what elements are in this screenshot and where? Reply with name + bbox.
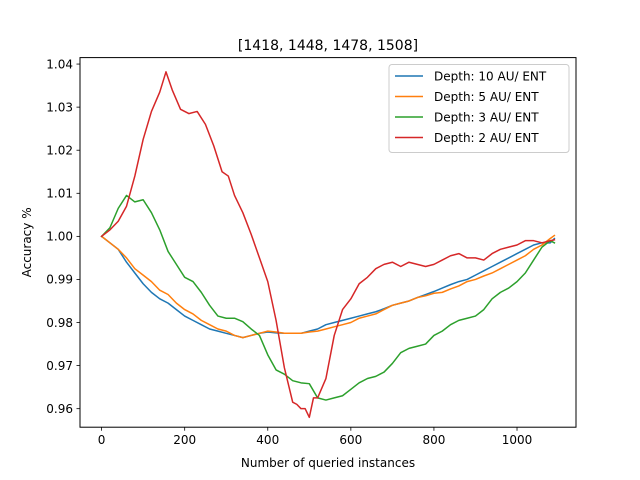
x-tick-label: 600 xyxy=(339,433,362,447)
legend-label: Depth: 2 AU/ ENT xyxy=(434,131,539,145)
x-axis: 0 200 400 600 800 1000 xyxy=(98,427,533,447)
y-tick-label: 0.98 xyxy=(46,316,73,330)
x-tick-label: 400 xyxy=(256,433,279,447)
y-tick-label: 1.00 xyxy=(46,230,73,244)
y-tick-label: 0.97 xyxy=(46,359,73,373)
y-tick-label: 1.04 xyxy=(46,57,73,71)
series-line-2 xyxy=(100,234,556,339)
y-axis: 0.96 0.97 0.98 0.99 1.00 1.01 1.02 1.03 1.04 xyxy=(46,57,80,416)
legend-label: Depth: 3 AU/ ENT xyxy=(434,110,539,124)
x-axis-label: Number of queried instances xyxy=(241,456,415,470)
legend-label: Depth: 10 AU/ ENT xyxy=(434,69,547,83)
x-tick-label: 0 xyxy=(98,433,106,447)
legend: Depth: 10 AU/ ENT Depth: 5 AU/ ENT Depth: … xyxy=(388,64,570,153)
y-axis-label: Accuracy % xyxy=(20,207,34,277)
x-tick-label: 200 xyxy=(173,433,196,447)
plot-area xyxy=(100,71,556,419)
axes-frame xyxy=(79,57,577,428)
x-tick-label: 800 xyxy=(422,433,445,447)
y-tick-label: 0.96 xyxy=(46,402,73,416)
series-line-1 xyxy=(100,235,556,339)
y-tick-label: 1.01 xyxy=(46,187,73,201)
series-line-4 xyxy=(100,71,556,419)
x-tick-label: 1000 xyxy=(502,433,533,447)
legend-box xyxy=(388,64,570,153)
series-line-3 xyxy=(100,194,556,401)
y-tick-label: 1.03 xyxy=(46,100,73,114)
y-tick-label: 1.02 xyxy=(46,144,73,158)
legend-label: Depth: 5 AU/ ENT xyxy=(434,90,539,104)
y-tick-label: 0.99 xyxy=(46,273,73,287)
chart-title: [1418, 1448, 1478, 1508] xyxy=(238,38,418,54)
